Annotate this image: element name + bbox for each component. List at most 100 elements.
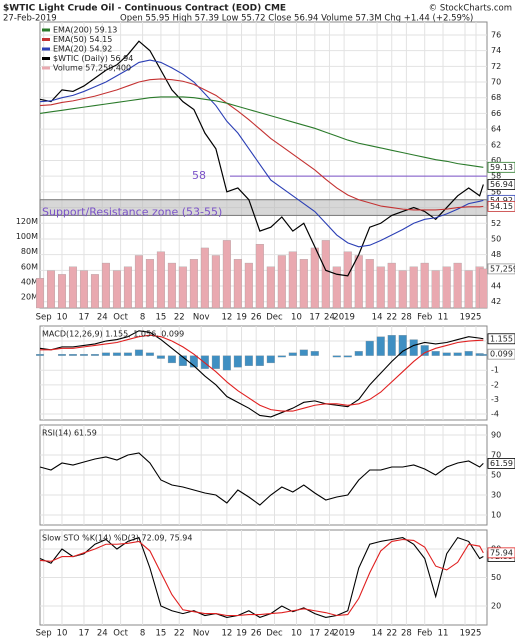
legend-label: Volume 57,259,400: [53, 64, 131, 73]
y-tick-label: 56: [491, 187, 501, 196]
bar: [365, 259, 374, 309]
last-value-label: 56.94: [490, 180, 513, 189]
bar: [233, 259, 242, 309]
bar: [409, 266, 418, 309]
bar: [277, 355, 286, 358]
x-tick-label: 10: [57, 629, 68, 639]
panel-title: RSI(14) 61.59: [42, 429, 97, 438]
last-value-label: 1.155: [490, 334, 513, 343]
bar: [222, 355, 231, 371]
y-tick-label: -2: [491, 380, 499, 389]
x-tick-label: Oct: [113, 629, 128, 639]
x-tick-label: 25: [471, 313, 482, 323]
legend-swatch: [42, 47, 50, 51]
x-tick-label: Sep: [36, 629, 52, 639]
y2-tick-label: 20M: [21, 293, 38, 302]
bar: [200, 247, 209, 309]
x-tick-label: Sep: [36, 313, 52, 323]
bar: [277, 255, 286, 309]
bar: [57, 354, 66, 356]
bar: [310, 351, 319, 356]
x-tick-label: Oct: [113, 313, 128, 323]
y-tick-label: 50: [491, 471, 501, 480]
y-tick-label: 68: [491, 93, 501, 102]
credit: © StockCharts.com: [429, 4, 512, 14]
bar: [145, 352, 154, 356]
last-value-label: 75.94: [490, 548, 513, 557]
bar: [442, 352, 451, 356]
zone-label: Support/Resistance zone (53-55): [42, 206, 222, 219]
legend-swatch: [42, 28, 50, 32]
last-value-box: [487, 458, 515, 469]
bar: [365, 340, 374, 356]
x-tick-label: 19: [236, 629, 247, 639]
x-tick-label: 10: [291, 629, 302, 639]
series-line: [39, 452, 484, 506]
bar: [211, 355, 220, 369]
bar: [46, 270, 55, 309]
bar: [233, 355, 242, 368]
x-tick-label: 14: [372, 629, 383, 639]
x-tick-label: 19: [236, 313, 247, 323]
bar: [479, 354, 488, 356]
bar: [431, 270, 440, 309]
x-tick-label: 2019: [333, 313, 355, 323]
y-tick-label: -1: [491, 366, 499, 375]
bar: [90, 354, 99, 356]
bar: [112, 270, 121, 309]
y-tick-label: -4: [491, 410, 499, 419]
bar: [156, 355, 165, 359]
y2-tick-label: 60M: [21, 262, 38, 271]
last-value-box: [487, 547, 515, 559]
bar: [134, 255, 143, 309]
x-tick-label: 19: [460, 629, 471, 639]
panel-frame: [39, 325, 488, 421]
y-tick-label: 72: [491, 62, 501, 71]
y-tick-label: 66: [491, 109, 501, 118]
x-tick-label: 22: [174, 313, 185, 323]
bar: [343, 355, 352, 358]
x-tick-label: Dec: [266, 629, 283, 639]
bar: [332, 355, 341, 358]
chart-date: 27-Feb-2019: [3, 14, 57, 24]
last-value-label: 57,259: [490, 264, 515, 273]
series-line: [39, 96, 484, 168]
y-tick-label: 90: [491, 431, 501, 440]
chart-quote: Open 55.95 High 57.39 Low 55.72 Close 56…: [120, 14, 473, 24]
y2-tick-label: 100M: [16, 232, 38, 241]
bar: [409, 339, 418, 356]
x-tick-label: Nov: [193, 629, 210, 639]
x-tick-label: 24: [97, 313, 108, 323]
y-tick-label: 30: [491, 491, 501, 500]
last-value-label: 54.15: [490, 202, 513, 211]
bar: [387, 262, 396, 309]
y-tick-label: -3: [491, 395, 499, 404]
bar: [68, 354, 77, 356]
series-line: [40, 334, 484, 412]
x-tick-label: 17: [79, 629, 90, 639]
bar: [222, 240, 231, 309]
annotation-label: 58: [192, 169, 206, 182]
legend-swatch: [42, 66, 50, 70]
bar: [167, 262, 176, 309]
x-tick-label: 19: [460, 313, 471, 323]
bar: [420, 262, 429, 309]
bar: [479, 268, 488, 309]
last-value-label: 54.92: [490, 196, 513, 205]
last-value-box: [487, 161, 515, 173]
bar: [354, 351, 363, 356]
y-tick-label: 10: [491, 511, 501, 520]
panel-title: Slow STO %K(14) %D(3) 72.09, 75.94: [42, 534, 192, 543]
x-tick-label: 2019: [333, 629, 355, 639]
x-tick-label: 8: [140, 313, 145, 323]
x-tick-label: 26: [251, 313, 262, 323]
bar: [376, 266, 385, 309]
last-value-label: 0.099: [490, 350, 513, 359]
bar: [36, 354, 44, 356]
bar: [255, 244, 264, 309]
last-value-label: 61.59: [490, 459, 513, 468]
bar: [123, 266, 132, 309]
bar: [200, 355, 209, 369]
x-tick-label: 10: [57, 313, 68, 323]
